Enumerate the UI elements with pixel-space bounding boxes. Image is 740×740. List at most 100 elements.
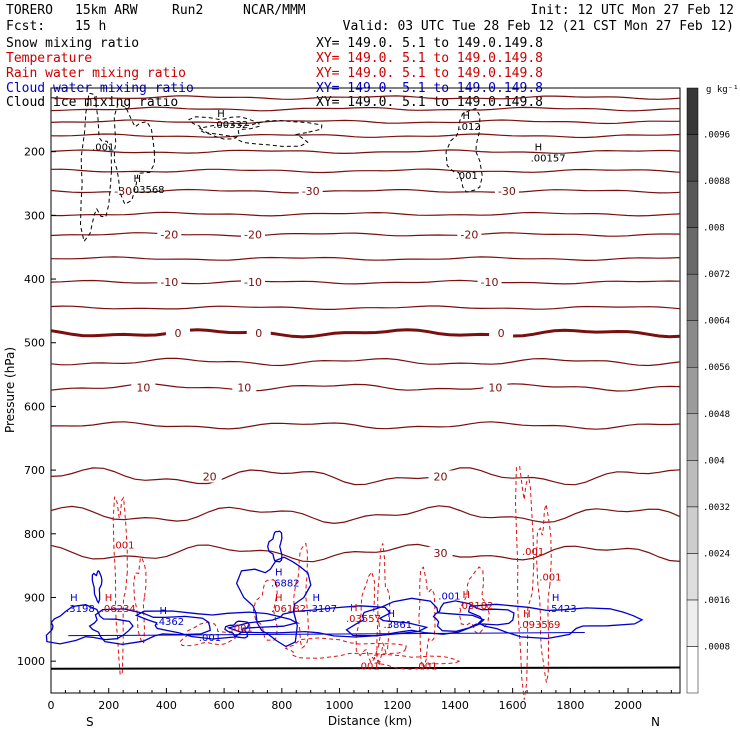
isotherm-label-bg	[131, 381, 156, 394]
isotherm-label: 0	[255, 327, 262, 340]
colorbar-level: .0016	[703, 596, 730, 606]
rain-contour	[284, 637, 407, 659]
field-xy-snow: XY= 149.0. 5.1 to 149.0.149.8	[316, 36, 543, 51]
x-tick-label: 1000	[326, 699, 354, 712]
y-tick-label: 700	[24, 464, 45, 477]
maximum-marker: H	[350, 603, 358, 614]
isotherm-line	[50, 133, 681, 139]
rain-contour	[535, 504, 552, 683]
isotherm-label-bg	[298, 185, 323, 198]
field-xy-rain: XY= 149.0. 5.1 to 149.0.149.8	[316, 66, 543, 81]
colorbar-segment	[686, 273, 699, 321]
colorbar: .0008 .0016 .0024 .0032 .004 .0048 .0056 .0064.…	[686, 87, 730, 694]
isotherm-line	[50, 279, 681, 285]
isotherm-line	[50, 168, 681, 174]
fcst-value: 15 h	[75, 19, 106, 34]
isotherm-label-bg	[157, 276, 182, 289]
maximum-marker: H	[70, 593, 78, 604]
rain-contour	[133, 556, 147, 645]
contour-value-label: .3198	[66, 604, 95, 615]
isotherm-line	[50, 119, 680, 125]
isotherm-label-bg	[240, 228, 265, 241]
isotherm-label-bg	[477, 276, 502, 289]
isotherm-label: 10	[136, 381, 150, 394]
maximum-marker: H	[105, 593, 113, 604]
isotherm-label: -10	[160, 276, 178, 289]
isotherm-line	[50, 305, 681, 310]
colorbar-segment	[686, 553, 699, 601]
contour-value-label: .03182	[458, 601, 493, 612]
init-time: Init: 12 UTC Mon 27 Feb 12	[531, 3, 735, 18]
colorbar-segment	[686, 413, 699, 461]
isotherm-label: 10	[488, 381, 502, 394]
colorbar-segment	[686, 227, 699, 275]
maximum-marker: H	[275, 593, 283, 604]
field-label-temperature: Temperature	[6, 51, 92, 66]
isotherm-label-bg	[428, 546, 453, 559]
contour-value-label: .3107	[308, 604, 337, 615]
model-name: TORERO	[6, 3, 53, 18]
contour-value-label: .3861	[383, 620, 412, 631]
isotherm-label: 0	[174, 327, 181, 340]
y-tick-label: 1000	[17, 655, 45, 668]
contour-value-label: .00157	[531, 153, 566, 164]
contour-value-label: .001	[112, 541, 134, 552]
isotherm-label: 10	[237, 381, 251, 394]
x-axis-title: Distance (km)	[328, 714, 412, 728]
model-resolution: 15km ARW	[75, 3, 138, 18]
x-tick-label: 600	[214, 699, 235, 712]
x-tick-label: 0	[48, 699, 55, 712]
maximum-marker: H	[552, 593, 560, 604]
isotherm-line	[50, 149, 681, 155]
isotherm-label: -30	[114, 185, 132, 198]
cloud-water-contour	[224, 620, 250, 639]
colorbar-segment	[686, 366, 699, 415]
cloud-water-contour	[467, 603, 644, 640]
maximum-marker: H	[462, 111, 470, 122]
x-tick-label: 800	[271, 699, 292, 712]
colorbar-level: .0096	[703, 131, 730, 141]
y-axis-title: Pressure (hPa)	[3, 347, 17, 433]
snow-contour	[188, 116, 261, 140]
temperature-contours: -30 -30 -30 -20 -20 -20 -10 -10 -10 0 0 0 10 10 10 20 20…	[50, 95, 681, 670]
valid-time: Valid: 03 UTC Tue 28 Feb 12 (21 CST Mon …	[343, 19, 734, 34]
colorbar-segment	[686, 134, 699, 182]
maximum-marker: H	[160, 606, 168, 617]
rain-contour	[371, 653, 461, 670]
isotherm-line	[50, 188, 681, 194]
contour-value-label: .06182	[271, 604, 306, 615]
field-label-snow: Snow mixing ratio	[6, 36, 139, 51]
colorbar-level: .0008	[703, 642, 730, 652]
snow-contours	[79, 92, 483, 243]
colorbar-level: .0024	[703, 549, 730, 559]
maximum-marker: H	[523, 609, 531, 620]
isotherm-line	[50, 95, 681, 100]
colorbar-level: .0048	[703, 410, 730, 420]
colorbar-level: .004	[703, 456, 725, 466]
contour-value-label: .03557	[346, 614, 381, 625]
rain-contours	[112, 465, 552, 700]
contour-value-label: .001	[92, 143, 114, 154]
maximum-marker: H	[387, 609, 395, 620]
isotherm-label: 20	[203, 470, 217, 483]
isotherm-label-bg	[428, 470, 453, 483]
colorbar-segment	[686, 180, 699, 228]
contour-value-label: .06234	[101, 604, 136, 615]
isotherm-line	[50, 328, 681, 339]
isotherm-line	[50, 382, 681, 392]
isotherm-label-bg	[157, 228, 182, 241]
rain-contour	[514, 465, 535, 700]
contour-annotations: .001H.03568H.00332H.012.001H.00157.001H.…	[66, 109, 576, 672]
contour-value-label: .001	[415, 662, 437, 673]
x-tick-label: 2000	[614, 699, 642, 712]
snow-contour	[198, 120, 323, 147]
colorbar-segment	[686, 460, 699, 508]
cloud-water-base	[68, 632, 585, 637]
isotherm-label-bg	[494, 185, 519, 198]
isotherm-label-bg	[483, 381, 508, 394]
y-tick-label: 900	[24, 591, 45, 604]
colorbar-level: .0032	[703, 503, 730, 513]
colorbar-level: .0072	[703, 270, 730, 280]
isotherm-label-bg	[246, 327, 271, 340]
